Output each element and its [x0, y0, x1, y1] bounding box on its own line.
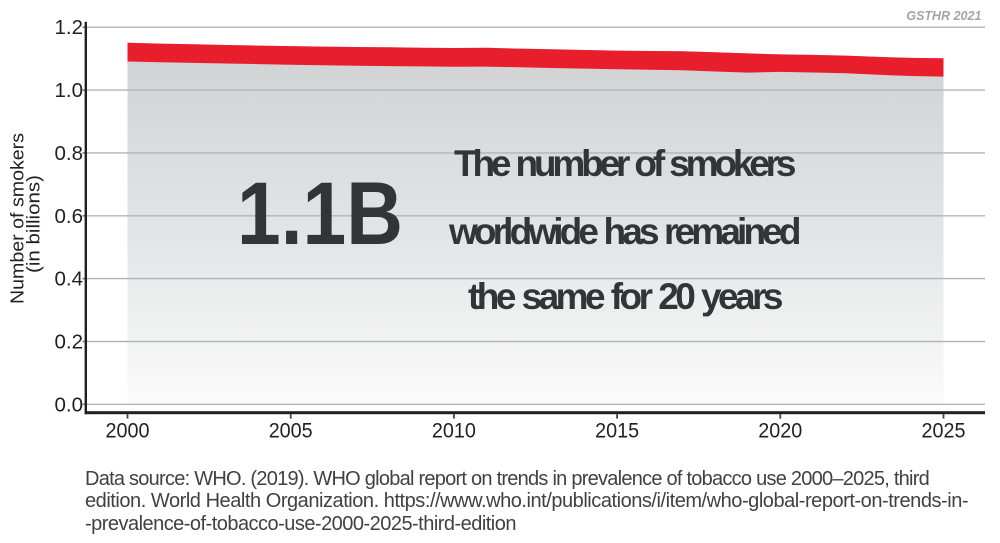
svg-text:2010: 2010 — [432, 419, 476, 443]
svg-text:the same for 20 years: the same for 20 years — [468, 276, 783, 317]
svg-text:1.2: 1.2 — [55, 16, 84, 39]
svg-text:The number of smokers: The number of smokers — [454, 143, 796, 184]
svg-text:0.8: 0.8 — [55, 142, 84, 165]
svg-text:2020: 2020 — [758, 419, 802, 443]
svg-text:GSTHR 2021: GSTHR 2021 — [906, 9, 981, 23]
svg-text:2000: 2000 — [106, 419, 150, 443]
svg-text:0.6: 0.6 — [55, 205, 84, 228]
svg-text:0.0: 0.0 — [55, 393, 84, 416]
svg-text:2015: 2015 — [595, 419, 639, 443]
svg-text:0.4: 0.4 — [55, 268, 84, 291]
svg-text:2005: 2005 — [269, 419, 313, 443]
svg-text:(in billions): (in billions) — [24, 175, 44, 273]
svg-text:1.1B: 1.1B — [237, 163, 403, 263]
svg-text:0.2: 0.2 — [55, 331, 84, 354]
svg-text:1.0: 1.0 — [55, 79, 84, 102]
svg-text:Number of smokers: Number of smokers — [8, 133, 28, 304]
svg-text:2025: 2025 — [922, 419, 966, 443]
svg-text:worldwide has remained: worldwide has remained — [448, 211, 800, 252]
